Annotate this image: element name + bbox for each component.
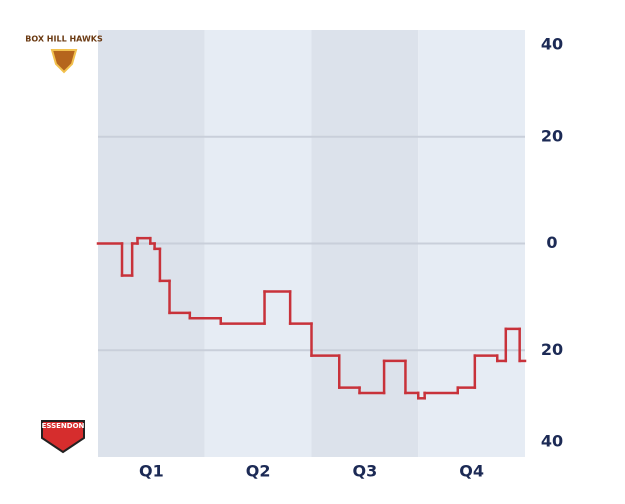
- bottom-team-logo: ESSENDON: [41, 420, 85, 454]
- x-tick-label: Q3: [353, 462, 378, 481]
- y-tick-label: 20: [541, 126, 563, 145]
- x-tick-label: Q4: [459, 462, 484, 481]
- y-tick-label: 0: [546, 233, 557, 252]
- bomber-icon: [41, 420, 85, 454]
- y-tick-label: 40: [541, 432, 563, 451]
- top-team-name: BOX HILL HAWKS: [25, 35, 103, 44]
- x-tick-label: Q1: [139, 462, 164, 481]
- top-team-logo: BOX HILL HAWKS: [25, 35, 103, 74]
- hawk-icon: [50, 49, 78, 74]
- x-tick-label: Q2: [246, 462, 271, 481]
- y-tick-label: 20: [541, 340, 563, 359]
- y-tick-label: 40: [541, 35, 563, 54]
- bottom-team-name: ESSENDON: [42, 422, 85, 430]
